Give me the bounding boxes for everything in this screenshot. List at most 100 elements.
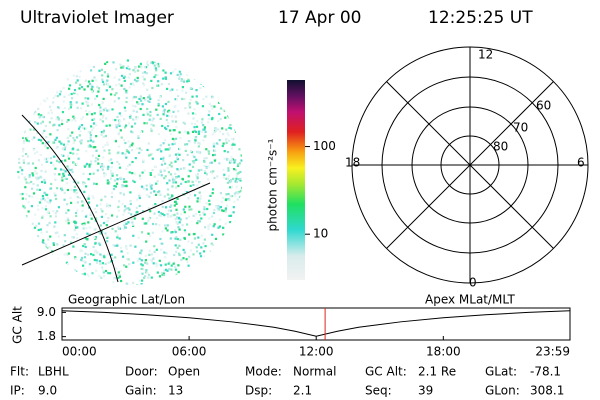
pixel [200,82,203,85]
pixel [117,209,120,212]
pixel [20,234,23,237]
pixel [195,278,199,281]
pixel [168,179,171,182]
pixel [83,165,86,168]
pixel [123,87,126,91]
pixel [76,195,79,199]
pixel [101,210,104,213]
pixel [71,97,74,100]
pixel [213,261,216,264]
pixel [185,67,188,70]
pixel [31,172,34,175]
pixel [199,87,202,90]
pixel [40,245,43,248]
pixel [233,192,236,195]
pixel [26,136,29,139]
pixel [221,238,224,241]
pixel [87,140,90,143]
pixel [39,153,42,156]
pixel [40,139,43,142]
pixel [172,178,175,181]
pixel [72,161,75,164]
pixel [26,237,29,240]
pixel [222,108,225,111]
pixel [36,76,39,79]
pixel [159,144,162,147]
pixel [82,201,85,204]
pixel [217,251,220,254]
pixel [103,71,106,74]
pixel [126,282,129,285]
pixel [133,78,137,81]
pixel [113,93,116,97]
pixel [224,116,227,119]
pixel [38,82,41,85]
pixel [121,185,124,188]
pixel [25,223,28,227]
pixel [197,132,200,135]
pixel [38,116,41,119]
pixel [69,103,72,106]
pixel [193,108,196,111]
pixel [237,66,240,69]
pixel [221,127,224,130]
pixel [240,258,243,261]
pixel [82,224,85,227]
pixel [242,270,243,273]
pixel [139,251,142,254]
pixel [142,187,145,190]
pixel [114,119,117,122]
pixel [87,130,90,133]
pixel [76,62,79,65]
pixel [229,214,233,217]
pixel [202,211,205,214]
pixel [84,109,87,112]
pixel [139,95,142,98]
pixel [132,118,135,121]
pixel [93,182,96,185]
pixel [61,270,64,274]
pixel [120,250,123,253]
pixel [188,205,191,208]
pixel [57,78,60,81]
pixel [130,218,133,221]
pixel [17,205,20,208]
pixel [186,180,189,183]
pixel [135,147,138,150]
pixel [17,175,20,178]
pixel [58,271,61,274]
pixel [154,193,158,196]
pixel [232,177,235,180]
pixel [222,168,225,171]
pixel [28,281,31,284]
pixel [170,115,174,118]
pixel [81,222,84,226]
pixel [166,188,170,191]
pixel [75,226,78,229]
pixel [47,82,50,85]
pixel [226,61,229,64]
pixel [159,212,162,215]
pixel [164,227,167,230]
pixel [111,174,114,177]
right-title: Apex MLat/MLT [425,293,515,307]
field-label: Door: [125,365,158,379]
pixel [169,89,172,92]
pixel [134,245,137,248]
pixel [158,263,161,266]
pixel [17,170,20,174]
pixel [71,171,74,174]
pixel [50,254,53,257]
pixel [152,124,155,127]
field-label: GLat: [485,365,517,379]
pixel [203,238,206,241]
pixel [67,168,70,171]
pixel [112,61,115,64]
pixel [72,281,75,284]
pixel [228,126,231,129]
pixel [29,105,32,108]
pixel [198,62,202,65]
pixel [18,208,21,211]
pixel [123,210,126,213]
pixel [211,215,214,218]
